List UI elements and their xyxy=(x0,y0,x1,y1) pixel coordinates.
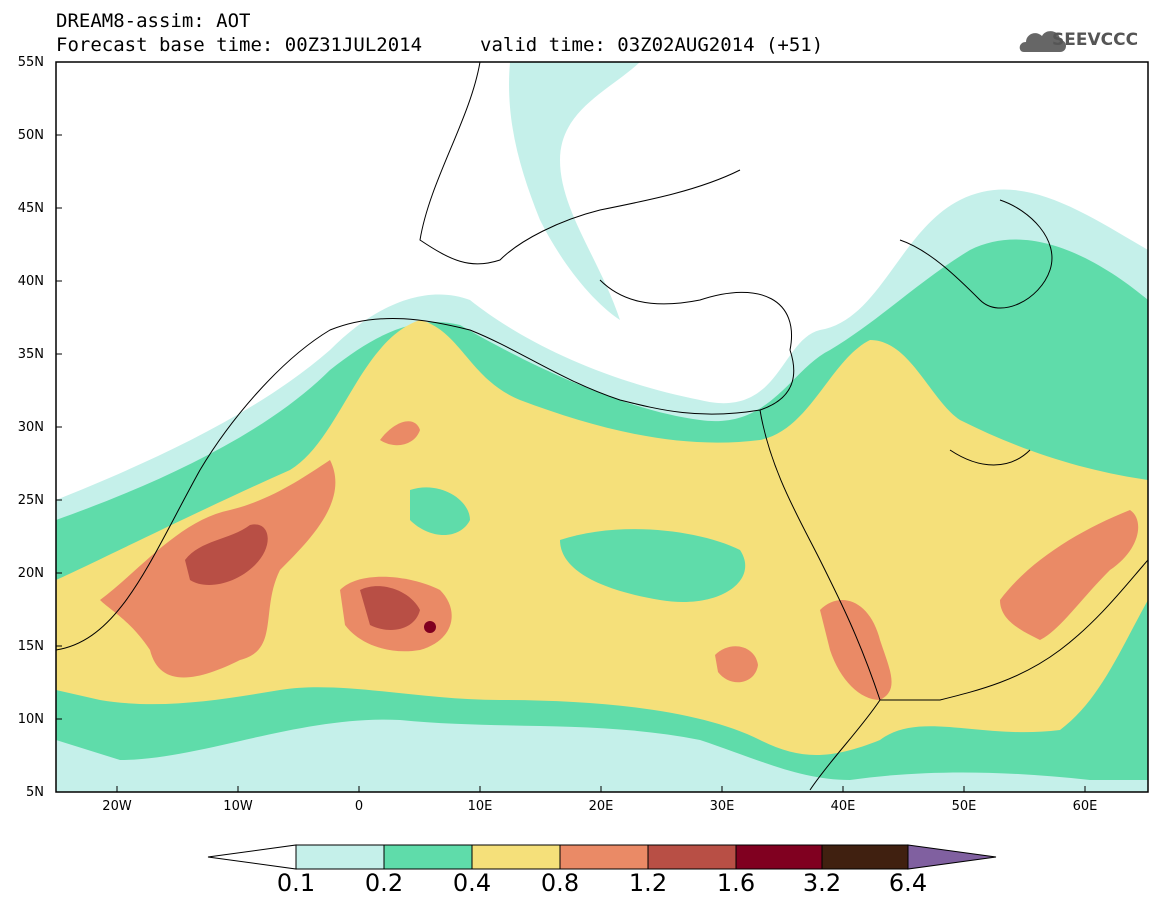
colorbar-bin-4 xyxy=(559,844,649,870)
lat-label: 45N xyxy=(17,201,44,216)
lon-label: 0 xyxy=(354,799,364,814)
colorbar-level: 0.4 xyxy=(452,869,492,897)
lat-label: 40N xyxy=(17,274,44,289)
colorbar-level: 6.4 xyxy=(888,869,928,897)
lat-label: 25N xyxy=(17,493,44,508)
aot-contour-0.8-patch xyxy=(715,646,758,683)
colorbar-bin-2 xyxy=(383,844,473,870)
colorbar xyxy=(207,844,997,870)
colorbar-level: 0.8 xyxy=(540,869,580,897)
aot-contour-0.2-patch xyxy=(560,529,746,602)
lat-label: 50N xyxy=(17,128,44,143)
lat-label: 20N xyxy=(17,566,44,581)
aot-contour-0.8-redsea xyxy=(820,600,892,700)
lon-label: 30E xyxy=(709,799,735,814)
colorbar-level: 1.2 xyxy=(628,869,668,897)
lon-label: 40E xyxy=(830,799,856,814)
forecast-base-time: Forecast base time: 00Z31JUL2014 xyxy=(56,34,423,56)
logo-text: SEEVCCC xyxy=(1052,30,1139,50)
lat-label: 35N xyxy=(17,347,44,362)
lat-ticks xyxy=(56,61,62,793)
colorbar-over-arrow xyxy=(907,844,997,870)
lon-label: 60E xyxy=(1072,799,1098,814)
colorbar-bin-5 xyxy=(647,844,737,870)
lat-label: 15N xyxy=(17,639,44,654)
colorbar-bin-3 xyxy=(471,844,561,870)
colorbar-bin-6 xyxy=(735,844,823,870)
aot-contour-1.2-west xyxy=(185,524,268,585)
lon-label: 20W xyxy=(102,799,132,814)
aot-contour-0.2-patch2 xyxy=(410,487,470,535)
aot-contour-1.2-center xyxy=(360,586,420,630)
aot-contour-0.8-arabia xyxy=(1000,510,1139,640)
lat-label: 30N xyxy=(17,420,44,435)
lon-ticks xyxy=(116,786,1086,792)
aot-contour-1.6-max xyxy=(424,621,436,633)
lon-label: 20E xyxy=(588,799,614,814)
colorbar-level: 0.1 xyxy=(276,869,316,897)
valid-time: valid time: 03Z02AUG2014 (+51) xyxy=(480,34,824,56)
lat-label: 5N xyxy=(26,785,44,800)
colorbar-bin-7 xyxy=(821,844,909,870)
lon-label: 50E xyxy=(951,799,977,814)
lon-label: 10E xyxy=(467,799,493,814)
colorbar-level: 0.2 xyxy=(364,869,404,897)
lat-label: 10N xyxy=(17,712,44,727)
aot-contour-0.8-patch2 xyxy=(380,421,420,446)
colorbar-bin-1 xyxy=(295,844,385,870)
cloud-icon xyxy=(1019,31,1066,52)
colorbar-level: 1.6 xyxy=(716,869,756,897)
lon-label: 10W xyxy=(223,799,253,814)
colorbar-level: 3.2 xyxy=(802,869,842,897)
aot-contour-0.1-north xyxy=(509,62,640,320)
map-title: DREAM8-assim: AOT xyxy=(56,10,251,32)
coastlines xyxy=(56,62,1148,791)
colorbar-under-arrow xyxy=(207,844,297,870)
lat-label: 55N xyxy=(17,55,44,70)
